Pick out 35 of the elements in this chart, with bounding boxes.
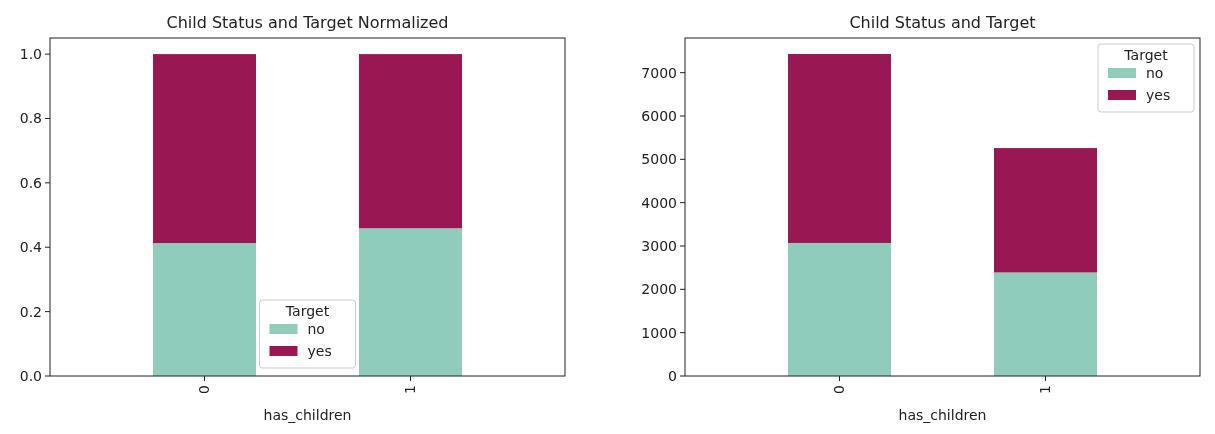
x-tick-label: 0 <box>196 385 213 394</box>
x-axis-title: has_children <box>263 407 352 423</box>
bar <box>788 54 891 243</box>
y-tick-label: 0.2 <box>19 303 42 320</box>
x-tick-label: 1 <box>1037 385 1054 394</box>
y-tick-label: 2000 <box>641 281 677 298</box>
bar <box>153 243 256 376</box>
x-tick-label: 1 <box>402 385 419 394</box>
legend-title: Target <box>284 303 330 319</box>
legend-title: Target <box>1123 47 1169 63</box>
y-tick-label: 7000 <box>641 64 677 81</box>
legend-label: yes <box>1146 86 1171 103</box>
y-tick-label: 0.4 <box>19 239 43 256</box>
bar <box>994 148 1097 273</box>
y-tick-label: 1000 <box>641 324 677 341</box>
y-tick-label: 0.0 <box>19 367 42 384</box>
legend-label: no <box>307 320 325 337</box>
y-tick-label: 0.8 <box>19 110 42 127</box>
legend-label: no <box>1146 64 1164 81</box>
y-tick-label: 0.6 <box>19 174 43 191</box>
chart-title: Child Status and Target <box>849 13 1036 32</box>
chart-title: Child Status and Target Normalized <box>166 13 449 32</box>
bar <box>359 228 462 376</box>
y-tick-label: 4000 <box>641 194 677 211</box>
bar <box>788 242 891 376</box>
x-axis-title: has_children <box>898 407 987 423</box>
x-tick-label: 0 <box>831 385 848 394</box>
bar <box>153 54 256 244</box>
legend-label: yes <box>307 342 332 359</box>
y-tick-label: 3000 <box>641 237 677 254</box>
y-tick-label: 5000 <box>641 151 677 168</box>
y-tick-label: 1.0 <box>19 46 42 62</box>
y-tick-label: 6000 <box>641 107 677 124</box>
bar <box>359 54 462 229</box>
bar <box>994 272 1097 376</box>
